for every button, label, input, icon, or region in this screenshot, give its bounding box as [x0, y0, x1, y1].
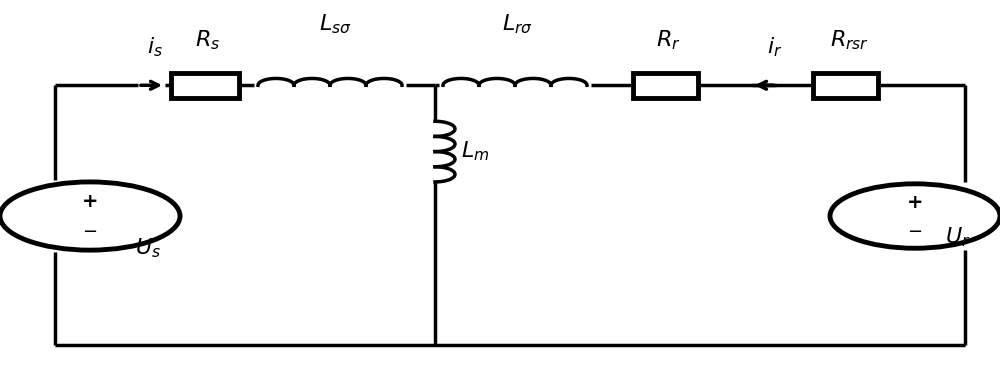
Text: $-$: $-$ [907, 221, 923, 238]
Bar [812, 73, 878, 97]
Text: $U_r$: $U_r$ [945, 225, 971, 249]
Text: $R_r$: $R_r$ [656, 28, 680, 52]
Bar [171, 73, 239, 97]
Text: +: + [907, 193, 923, 212]
Text: +: + [82, 192, 98, 211]
Text: $U_s$: $U_s$ [135, 236, 161, 260]
Text: $i_s$: $i_s$ [147, 36, 163, 59]
Text: $R_s$: $R_s$ [195, 28, 221, 52]
Text: $L_{s\sigma}$: $L_{s\sigma}$ [319, 13, 351, 36]
Text: $-$: $-$ [82, 221, 98, 240]
Text: $L_{r\sigma}$: $L_{r\sigma}$ [502, 13, 534, 36]
Bar [633, 73, 698, 97]
Text: $R_{rsr}$: $R_{rsr}$ [830, 28, 870, 52]
Text: $L_m$: $L_m$ [461, 140, 489, 163]
Text: $i_r$: $i_r$ [767, 36, 783, 59]
